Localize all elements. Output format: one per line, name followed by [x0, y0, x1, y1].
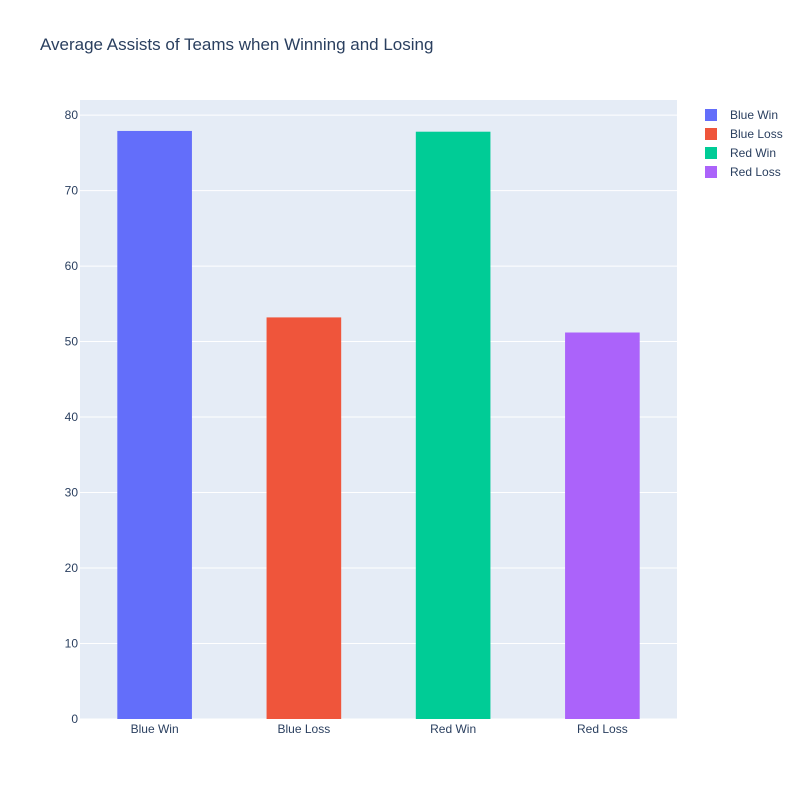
legend-swatch: [705, 109, 717, 121]
y-tick-label: 70: [65, 184, 79, 198]
chart-title: Average Assists of Teams when Winning an…: [40, 35, 433, 54]
legend-item-red-loss[interactable]: Red Loss: [705, 165, 781, 179]
y-tick-label: 20: [65, 561, 79, 575]
y-tick-label: 30: [65, 486, 79, 500]
legend-label: Red Win: [730, 146, 776, 160]
y-tick-label: 40: [65, 410, 79, 424]
legend-label: Blue Loss: [730, 127, 783, 141]
bars: [117, 130, 640, 719]
bar-blue-loss: [266, 317, 342, 719]
legend-item-red-win[interactable]: Red Win: [705, 146, 776, 160]
legend-swatch: [705, 147, 717, 159]
bar-blue-win: [117, 130, 192, 719]
y-tick-label: 10: [65, 637, 79, 651]
y-axis: 0 10 20 30 40 50 60 70 80: [65, 108, 79, 726]
x-axis: Blue Win Blue Loss Red Win Red Loss: [131, 722, 628, 736]
bar-red-win: [415, 131, 491, 719]
legend-item-blue-win[interactable]: Blue Win: [705, 108, 778, 122]
x-tick-label: Blue Win: [131, 722, 179, 736]
legend-item-blue-loss[interactable]: Blue Loss: [705, 127, 783, 141]
legend-label: Blue Win: [730, 108, 778, 122]
y-tick-label: 80: [65, 108, 79, 122]
legend: Blue Win Blue Loss Red Win Red Loss: [705, 108, 783, 179]
x-tick-label: Red Loss: [577, 722, 628, 736]
x-tick-label: Blue Loss: [278, 722, 331, 736]
bar-red-loss: [565, 332, 640, 719]
legend-swatch: [705, 166, 717, 178]
legend-swatch: [705, 128, 717, 140]
y-tick-label: 50: [65, 335, 79, 349]
y-tick-label: 0: [71, 712, 78, 726]
y-tick-label: 60: [65, 259, 79, 273]
x-tick-label: Red Win: [430, 722, 476, 736]
legend-label: Red Loss: [730, 165, 781, 179]
